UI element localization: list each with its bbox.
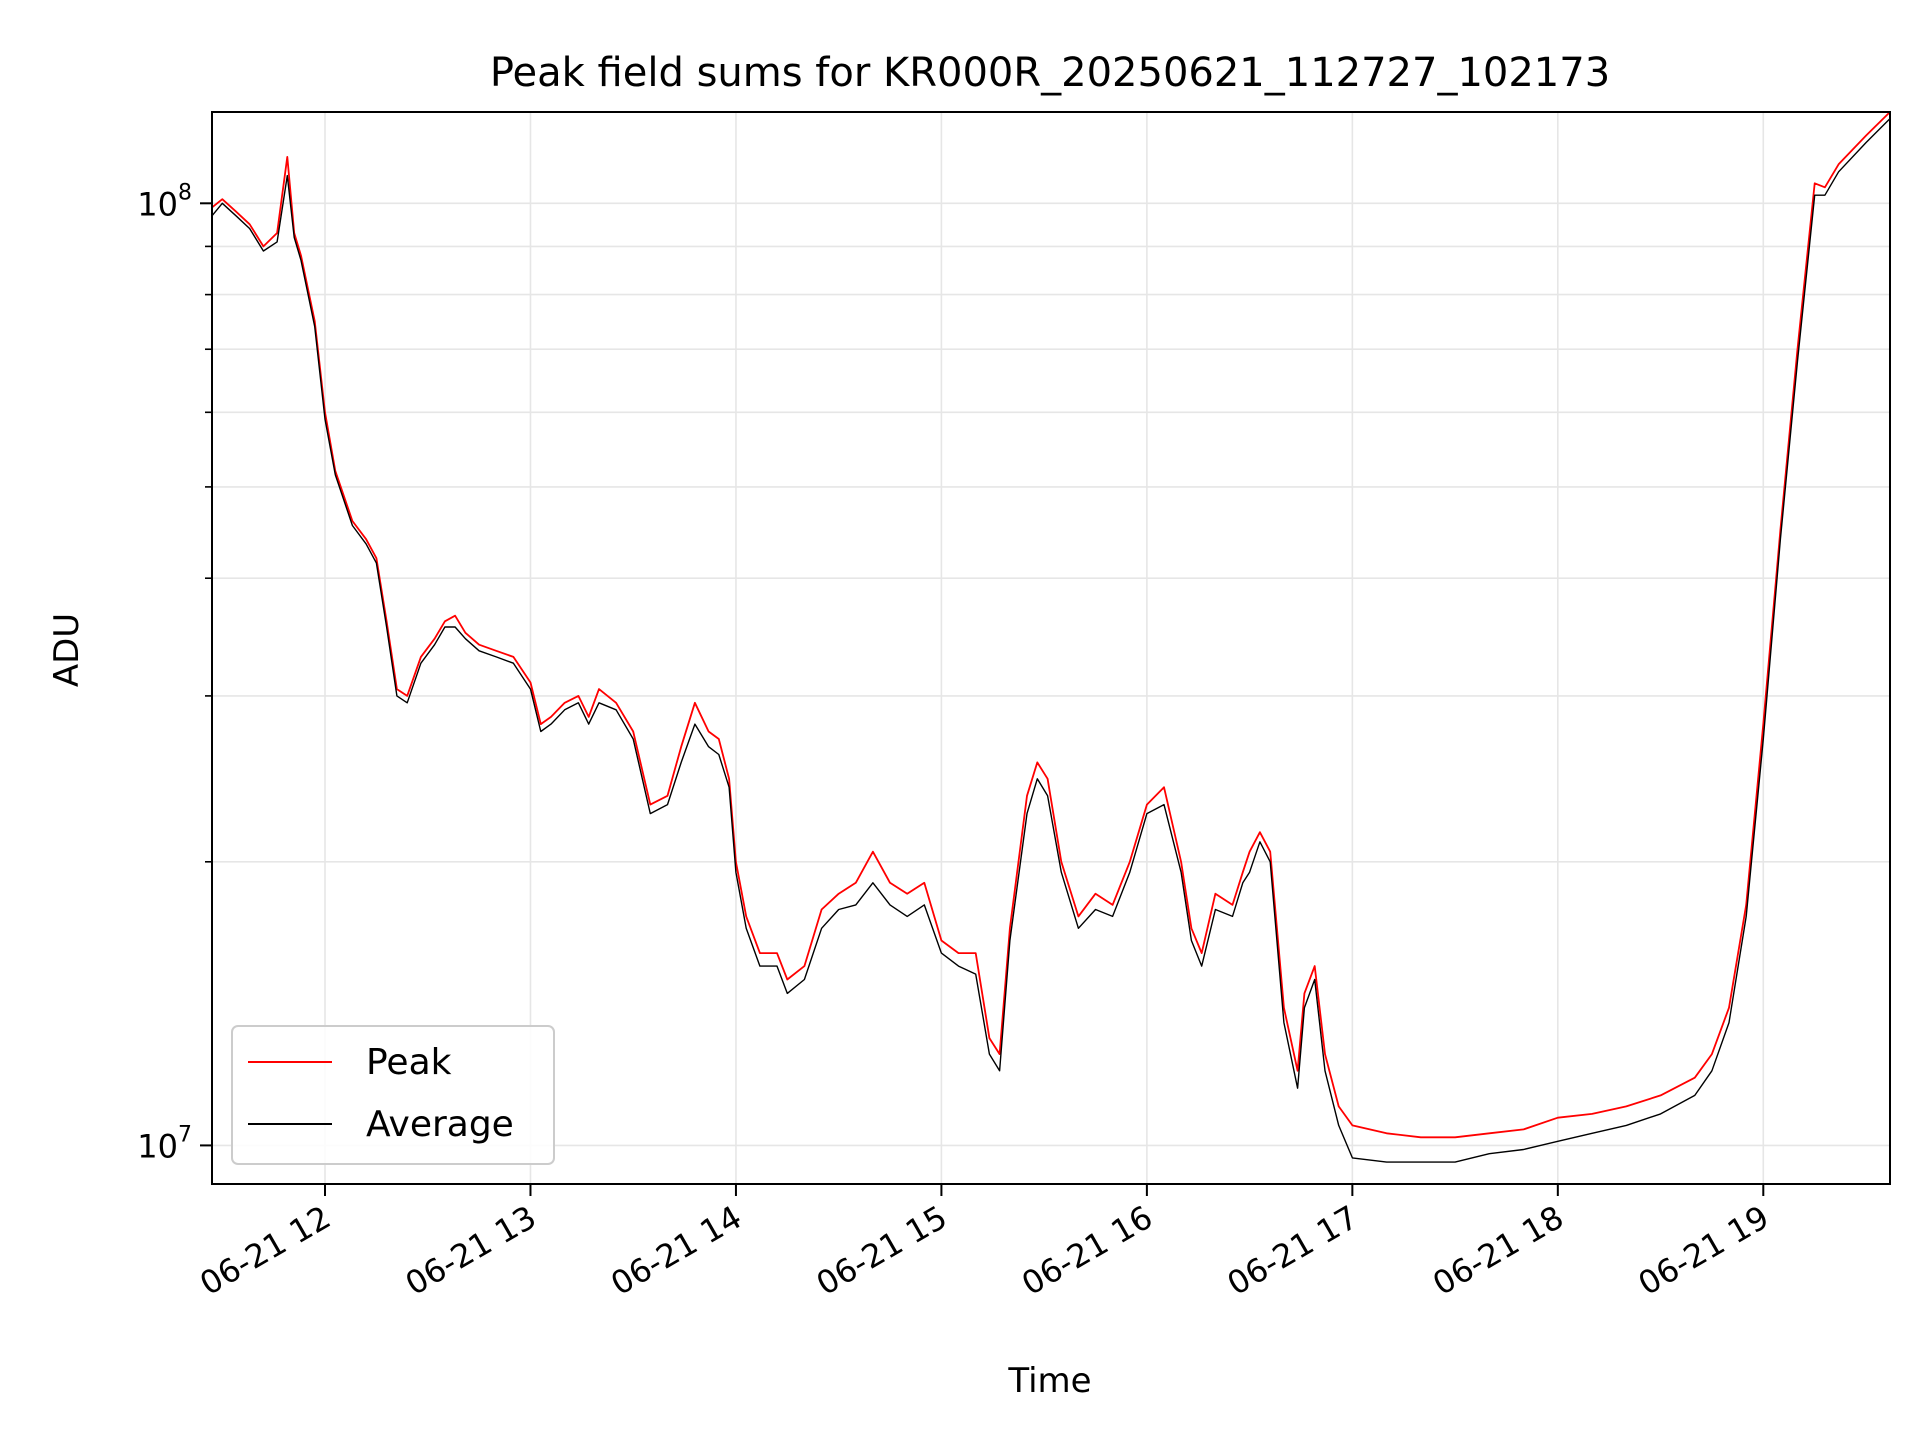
x-tick-label: 06-21 13 <box>399 1198 543 1303</box>
grid-layer <box>212 112 1890 1184</box>
series-line-average <box>211 118 1891 1163</box>
x-tick-label: 06-21 18 <box>1426 1198 1570 1303</box>
x-axis-label: Time <box>1007 1361 1091 1401</box>
series-layer <box>211 111 1891 1163</box>
series-line-peak <box>211 111 1891 1139</box>
legend-label-peak: Peak <box>366 1042 452 1083</box>
x-tick-label: 06-21 14 <box>604 1198 748 1303</box>
legend: Peak Average <box>231 1025 555 1165</box>
chart-title: Peak field sums for KR000R_20250621_1127… <box>490 50 1610 96</box>
y-tick-label: 108 <box>137 180 192 223</box>
x-tick-label: 06-21 16 <box>1015 1198 1159 1303</box>
x-tick-label: 06-21 19 <box>1632 1198 1776 1303</box>
y-tick-label-exponent: 8 <box>178 180 192 205</box>
x-tick-label: 06-21 15 <box>810 1198 954 1303</box>
plot-frame <box>211 111 1891 1185</box>
legend-box <box>231 1025 555 1165</box>
y-axis-label: ADU <box>47 613 87 687</box>
x-tick-label: 06-21 12 <box>193 1198 337 1303</box>
x-tick-label: 06-21 17 <box>1221 1198 1365 1303</box>
y-tick-label: 107 <box>137 1122 192 1165</box>
y-tick-label-exponent: 7 <box>178 1122 192 1147</box>
legend-label-average: Average <box>366 1104 514 1145</box>
